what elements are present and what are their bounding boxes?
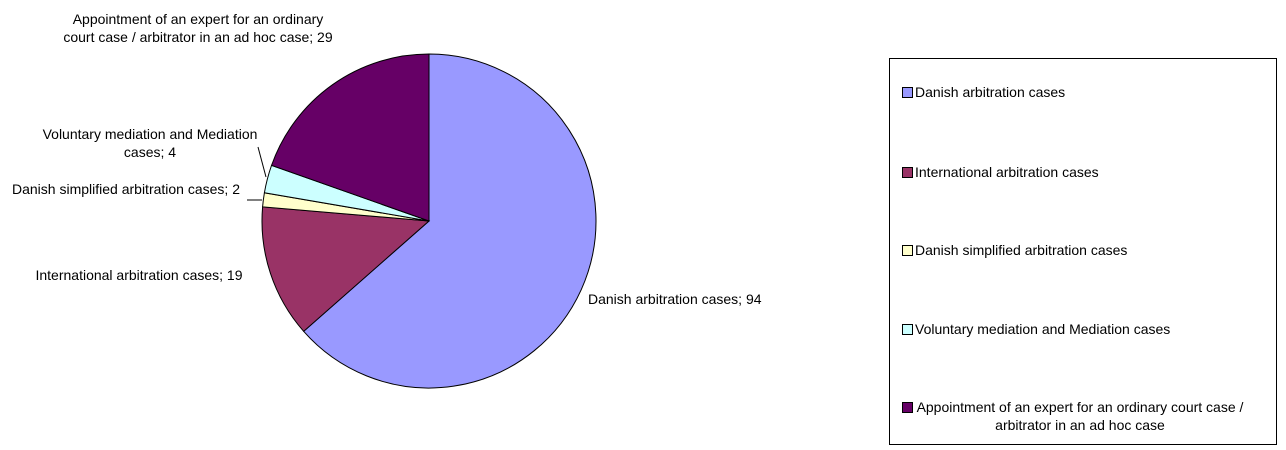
legend-item-international-arbitration: International arbitration cases: [902, 163, 1099, 181]
legend-label-appointment-expert: Appointment of an expert for an ordinary…: [916, 399, 1244, 433]
slice-label-voluntary-mediation: Voluntary mediation and Mediation cases;…: [42, 126, 258, 160]
pie-slice-appointment-expert: [270, 53, 430, 222]
leader-line-voluntary-mediation: [257, 146, 267, 178]
legend-item-danish-simplified-arbitration: Danish simplified arbitration cases: [902, 241, 1127, 259]
legend-label-danish-arbitration: Danish arbitration cases: [915, 84, 1066, 100]
legend-label-international-arbitration: International arbitration cases: [915, 164, 1099, 180]
legend-item-voluntary-mediation: Voluntary mediation and Mediation cases: [902, 320, 1170, 338]
slice-label-appointment-expert: Appointment of an expert for an ordinary…: [63, 11, 333, 45]
pie-slice-danish-arbitration: [302, 53, 597, 389]
legend-label-danish-simplified-arbitration: Danish simplified arbitration cases: [915, 242, 1128, 258]
legend-swatch-appointment-expert: [902, 402, 913, 413]
chart-legend: Danish arbitration cases International a…: [889, 58, 1277, 445]
legend-item-appointment-expert: Appointment of an expert for an ordinary…: [902, 398, 1245, 434]
legend-swatch-danish-arbitration: [902, 87, 913, 98]
legend-item-danish-arbitration: Danish arbitration cases: [902, 83, 1065, 101]
legend-label-voluntary-mediation: Voluntary mediation and Mediation cases: [915, 321, 1171, 337]
pie-chart: [247, 53, 597, 389]
slice-label-danish-simplified-arbitration: Danish simplified arbitration cases; 2: [12, 181, 240, 197]
pie-slice-international-arbitration: [261, 206, 431, 333]
legend-swatch-voluntary-mediation: [902, 324, 913, 335]
slice-label-danish-arbitration: Danish arbitration cases; 94: [588, 291, 762, 307]
legend-swatch-international-arbitration: [902, 167, 913, 178]
slice-label-international-arbitration: International arbitration cases; 19: [35, 267, 243, 283]
legend-swatch-danish-simplified-arbitration: [902, 245, 913, 256]
